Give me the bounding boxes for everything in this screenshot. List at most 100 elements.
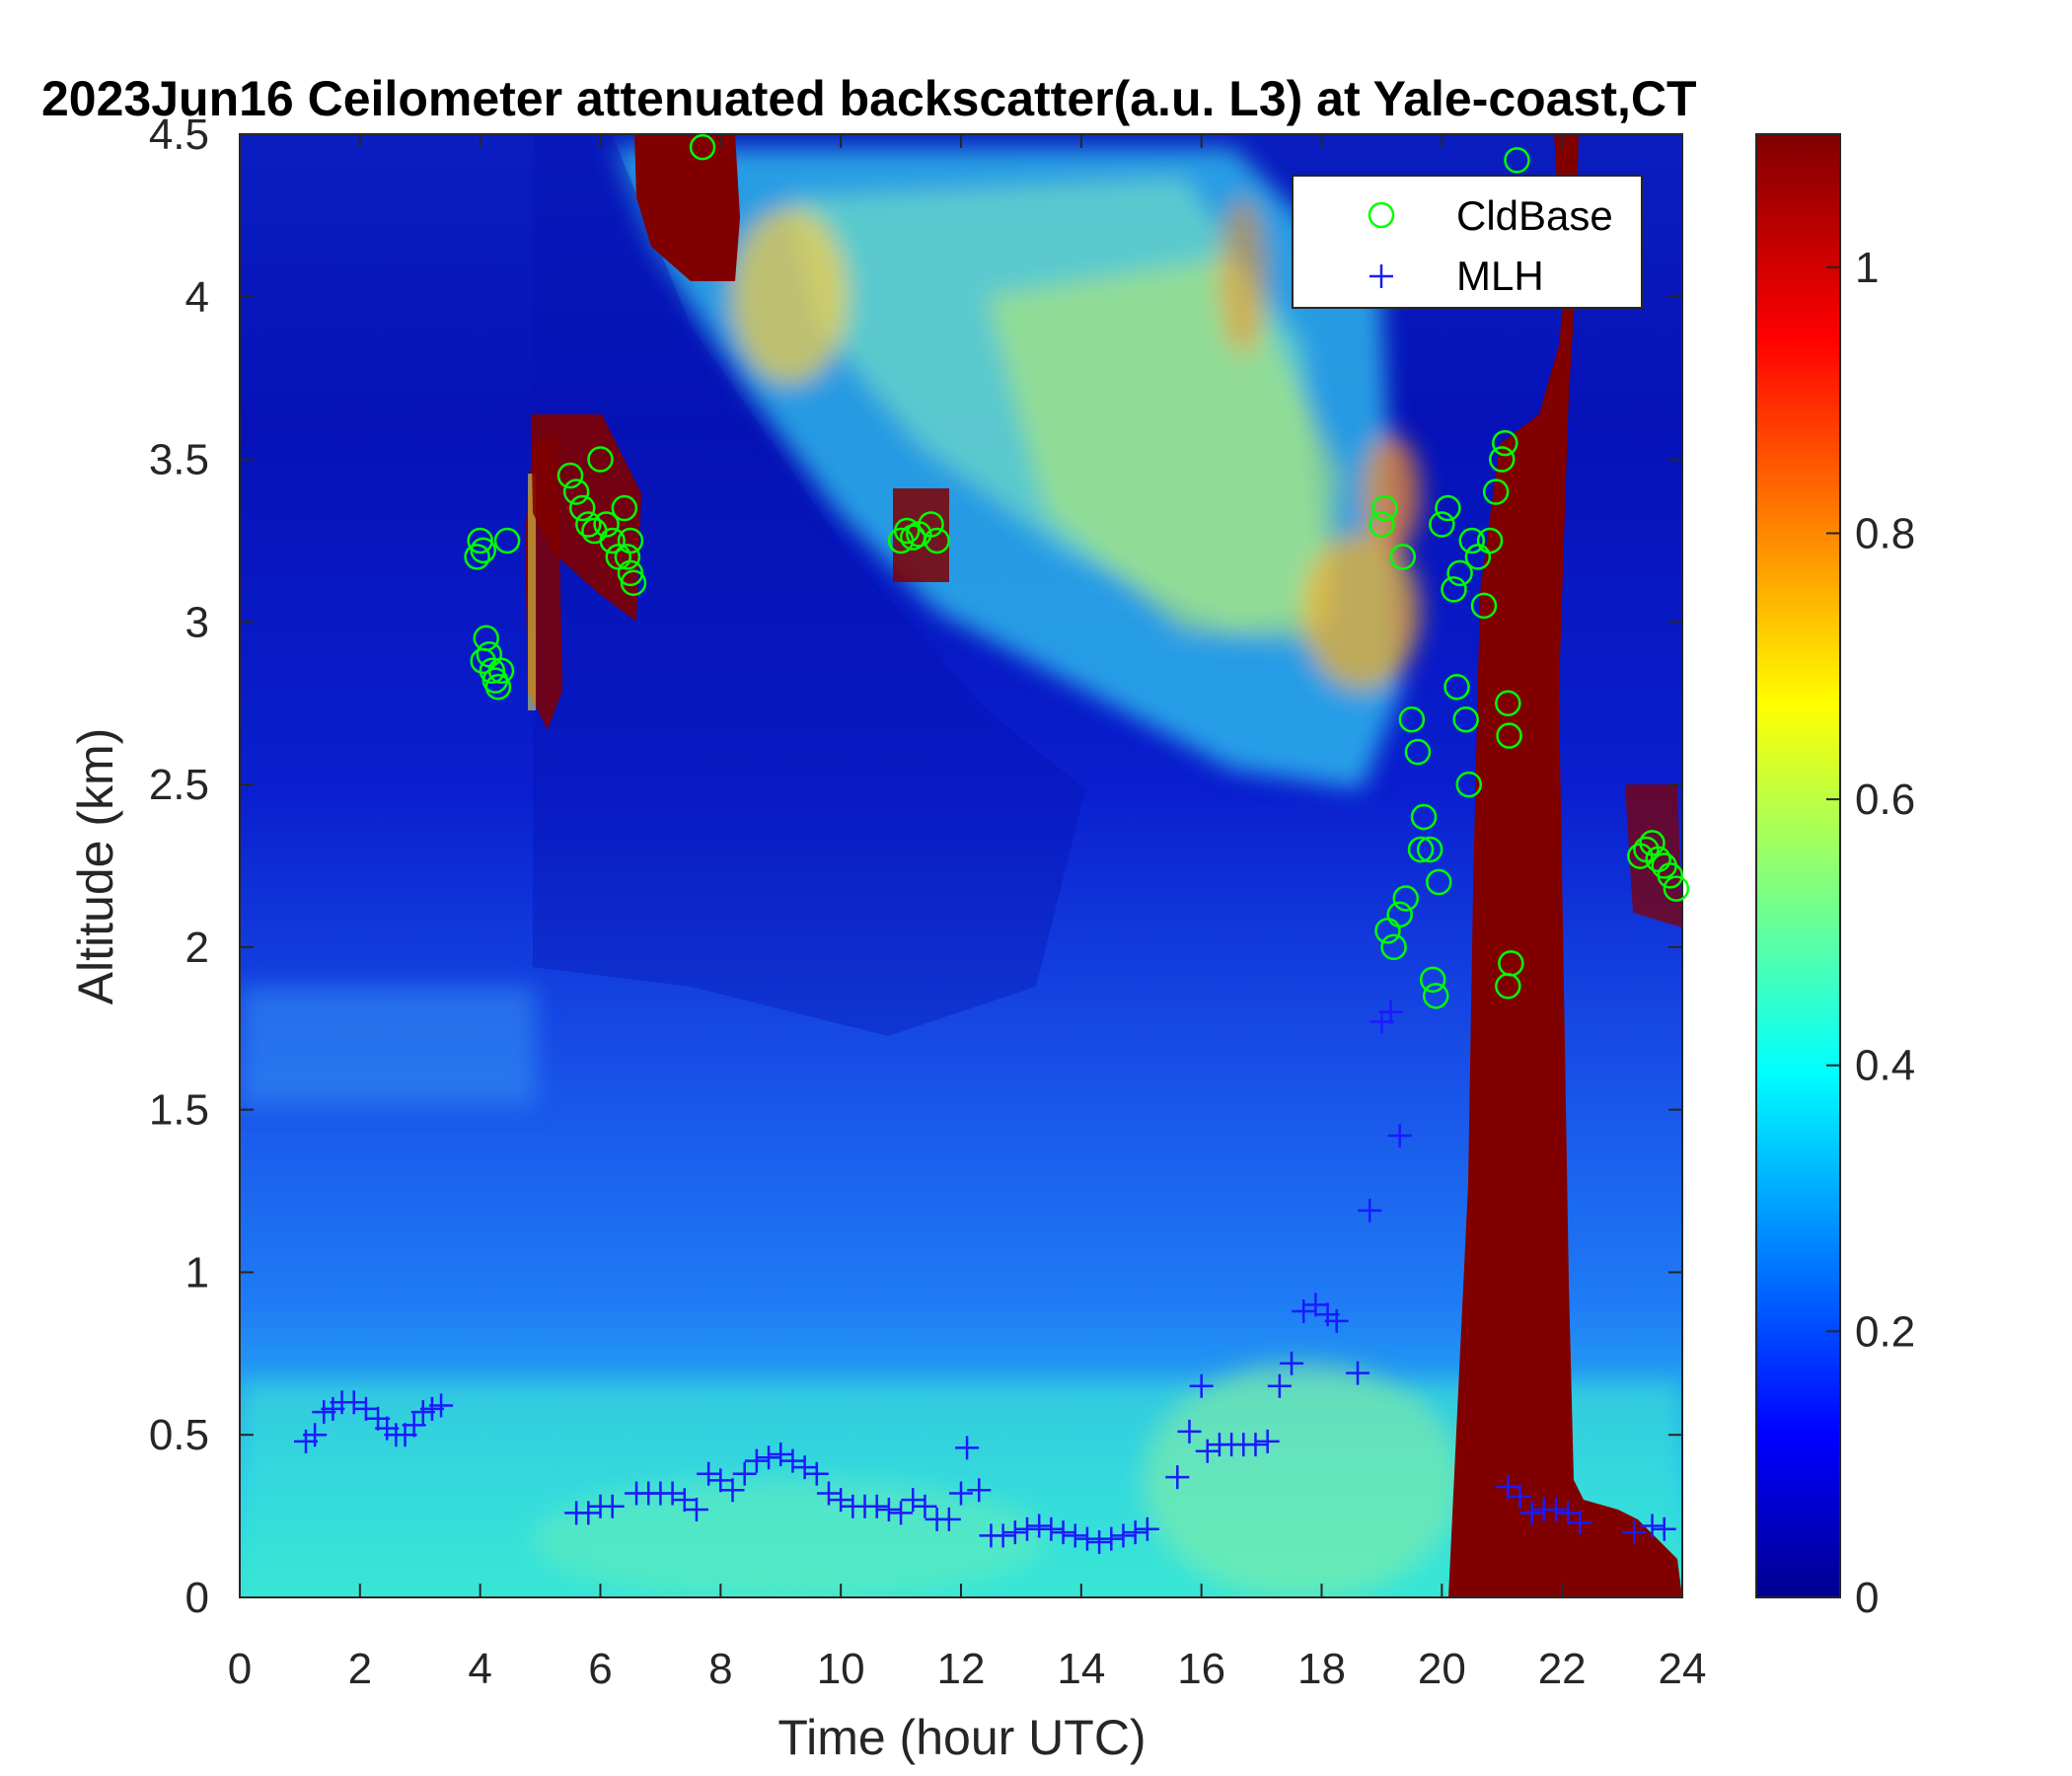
cldbase-point [617,559,644,587]
mlh-point [1267,1373,1292,1398]
mlh-point [1255,1429,1280,1453]
mlh-point [1087,1529,1112,1554]
y-tick-label: 4.5 [149,111,209,159]
mlh-point [1508,1484,1532,1509]
mlh-point [1292,1298,1316,1323]
y-tick-label: 1 [185,1248,209,1296]
cldbase-point [1410,803,1438,831]
cldbase-point [1404,738,1432,766]
cldbase-point [1470,592,1498,620]
cldbase-point [1492,429,1518,457]
mlh-point [576,1501,601,1525]
cldbase-point [1416,836,1443,863]
mlh-point [901,1488,925,1513]
mlh-point [829,1488,853,1513]
cldbase-point [1369,511,1395,538]
y-tick-label: 4 [185,273,209,322]
mlh-point [660,1481,685,1506]
cldbase-point [1476,527,1504,555]
mlh-point [684,1498,708,1522]
cldbase-point [1489,446,1516,473]
cldbase-point [1398,705,1426,733]
mlh-point [1640,1514,1665,1538]
cldbase-point [1392,885,1420,912]
cldbase-point [1452,705,1479,733]
cldbase-point [479,657,506,685]
cldbase-point [1371,494,1398,522]
y-tick-label: 3 [185,598,209,646]
x-tick-label: 12 [937,1645,986,1693]
cldbase-point [599,527,626,555]
mlh-point [1556,1501,1581,1525]
mlh-point [889,1501,914,1525]
mlh-point [720,1478,745,1503]
legend-cldbase-label: CldBase [1456,192,1613,239]
x-tick-label: 20 [1418,1645,1466,1693]
colorbar-tick-label: 1 [1855,244,1879,292]
mlh-point [1111,1523,1136,1548]
cldbase-point [1407,836,1435,863]
mlh-point [732,1461,757,1486]
cldbase-point [493,527,521,555]
mlh-point [744,1448,769,1473]
mlh-point [1324,1308,1349,1333]
x-tick-label: 0 [228,1645,252,1693]
mlh-point [1519,1501,1544,1525]
chart-title: 2023Jun16 Ceilometer attenuated backscat… [41,71,1697,126]
cldbase-point [1657,862,1684,889]
cldbase-point [689,133,716,161]
legend-box [1292,175,1643,309]
y-axis-ticks: 0 0.5 1 1.5 2 2.5 3 3.5 4 4.5 [149,111,1682,1622]
x-tick-label: 22 [1538,1645,1587,1693]
y-axis-label: Altitude (km) [68,728,123,1005]
mlh-markers [294,999,1676,1554]
cldbase-point [1495,690,1521,716]
legend-cldbase-marker [1368,201,1395,229]
cldbase-point [1386,901,1413,928]
mlh-point [1280,1351,1304,1375]
colorbar-tick-label: 0.8 [1855,509,1915,557]
cldbase-point [1441,576,1467,603]
mlh-point [804,1461,829,1486]
cldbase-point [1435,494,1461,522]
x-tick-label: 4 [468,1645,491,1693]
mlh-point [1568,1511,1592,1535]
cldbase-point [1496,722,1522,749]
mlh-point [816,1481,841,1506]
cldbase-point [568,494,596,522]
cldbase-point [1663,875,1690,902]
mlh-point [1303,1293,1328,1317]
mlh-point [697,1461,721,1486]
cldbase-point [1419,966,1446,994]
cldbase-point [1443,673,1470,701]
mlh-point [600,1494,625,1518]
cldbase-point [611,494,638,522]
x-axis-label: Time (hour UTC) [777,1710,1146,1765]
cldbase-point [1446,559,1473,587]
cldbase-markers [464,133,1690,1009]
cldbase-point [1389,544,1416,570]
mlh-point [402,1413,426,1438]
x-axis-ticks: 0 2 4 6 8 10 12 14 16 18 20 22 24 [228,134,1706,1693]
mlh-point [792,1455,817,1480]
mlh-point [1165,1465,1190,1490]
mlh-point [1622,1520,1647,1545]
y-tick-label: 1.5 [149,1086,209,1135]
y-tick-label: 0.5 [149,1411,209,1459]
y-tick-label: 2 [185,924,209,972]
mlh-point [708,1468,733,1493]
cldbase-point [1426,868,1452,896]
mlh-point [1123,1520,1147,1545]
mlh-point [1039,1517,1064,1541]
mlh-point [864,1494,889,1518]
x-tick-label: 10 [817,1645,865,1693]
y-tick-label: 0 [185,1574,209,1622]
mlh-point [1002,1520,1027,1545]
x-tick-label: 18 [1297,1645,1346,1693]
mlh-point [1496,1474,1520,1499]
x-tick-label: 2 [348,1645,372,1693]
cldbase-point [918,511,944,538]
cldbase-point [1380,933,1407,961]
mlh-point [1027,1514,1052,1538]
